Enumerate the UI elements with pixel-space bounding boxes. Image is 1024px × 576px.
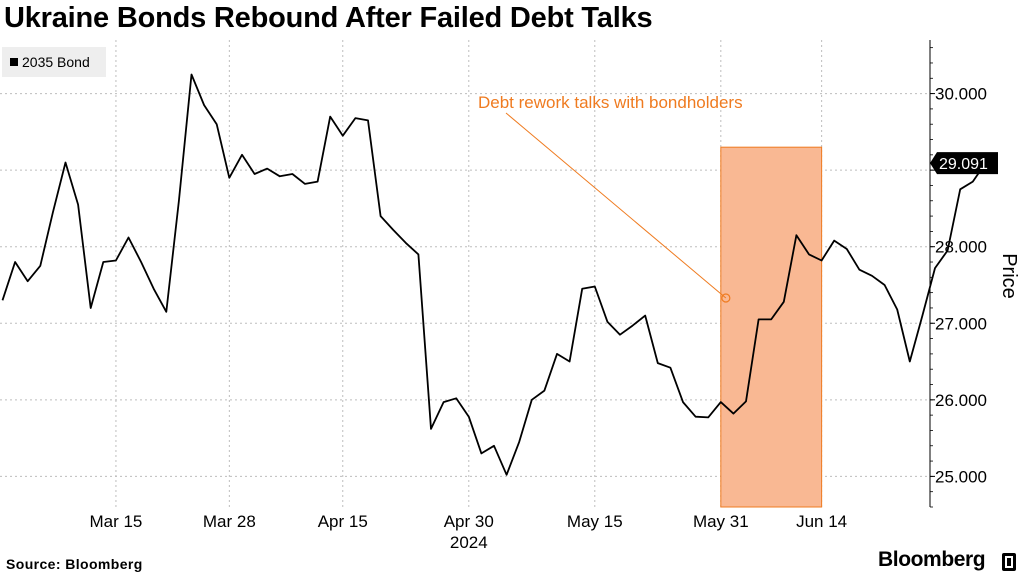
highlight-region — [720, 146, 823, 508]
source-note: Source: Bloomberg — [6, 556, 143, 572]
last-value-label: 29.091 — [939, 156, 988, 173]
series-line-2035-bond — [1, 73, 987, 476]
series-line — [1, 73, 987, 476]
x-tick-label: May 15 — [567, 512, 623, 531]
gridlines — [0, 40, 930, 507]
x-tick-label: Apr 30 — [444, 512, 494, 531]
x-tick-label: Jun 14 — [796, 512, 847, 531]
legend-swatch — [10, 58, 18, 66]
x-tick-label: May 31 — [693, 512, 749, 531]
annotation: Debt rework talks with bondholders — [478, 93, 743, 303]
y-axis: 25.000 26.000 27.000 28.000 30.000 29.091 Pric… — [929, 40, 1020, 508]
chart-title: Ukraine Bonds Rebound After Failed Debt … — [4, 2, 653, 34]
y-tick-label: 27.000 — [935, 314, 987, 333]
y-tick-label: 28.000 — [935, 238, 987, 257]
annotation-label: Debt rework talks with bondholders — [478, 93, 743, 112]
y-tick-label: 25.000 — [935, 467, 987, 486]
x-tick-label: Apr 15 — [318, 512, 368, 531]
highlight-rect — [720, 146, 823, 508]
last-value-callout — [930, 152, 998, 175]
bloomberg-logo: Bloomberg — [878, 548, 986, 571]
bloomberg-mark-icon — [1002, 553, 1016, 571]
legend-label: 2035 Bond — [22, 54, 90, 70]
y-tick-label: 30.000 — [935, 85, 987, 104]
x-tick-label: Mar 28 — [203, 512, 256, 531]
annotation-leader-line — [505, 112, 727, 299]
x-axis: Mar 15 Mar 28 Apr 15 Apr 30 May 15 May 31 Jun … — [89, 512, 847, 552]
annotation-point — [721, 293, 731, 303]
x-tick-label: Mar 15 — [89, 512, 142, 531]
y-tick-label: 26.000 — [935, 391, 987, 410]
y-axis-label: Price — [998, 253, 1020, 299]
legend: 2035 Bond — [2, 47, 106, 77]
x-year-label: 2024 — [450, 533, 488, 552]
